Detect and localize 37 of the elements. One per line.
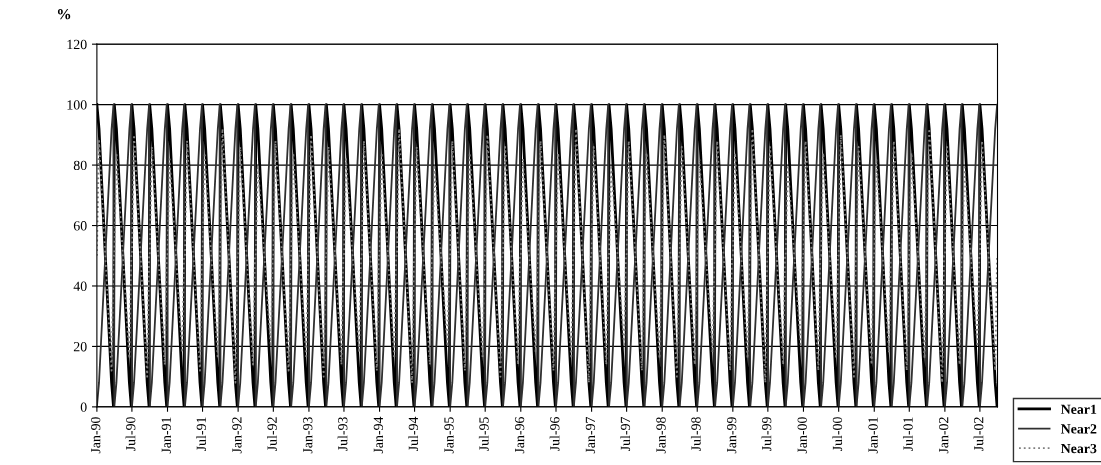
x-tick-label: Jan-99 [726,417,737,454]
x-tick-label: Jan-96 [514,417,525,454]
x-tick-label: Jan-92 [232,417,242,454]
x-tick-label: Jul-94 [408,416,419,452]
y-tick-label: 20 [73,342,87,352]
x-tick-label: Jan-93 [303,417,313,454]
x-tick-label: Jul-98 [690,417,701,452]
y-tick-label: 120 [67,39,87,50]
x-tick-label: Jan-01 [868,417,878,454]
x-tick-label: Jan-95 [444,417,454,454]
y-tick-label: 0 [80,402,87,412]
x-tick-label: Jan-00 [797,417,807,454]
x-tick-label: Jul-01 [902,417,913,452]
y-tick-label: 80 [73,160,87,171]
y-axis-title: % [57,9,71,20]
x-tick-label: Jul-00 [832,417,843,452]
x-tick-label: Jul-96 [549,417,560,452]
x-tick-label: Jul-97 [620,417,631,452]
x-tick-label: Jul-91 [196,417,206,452]
legend-label: Near1 [1060,404,1097,414]
y-tick-label: 40 [73,281,87,291]
x-tick-label: Jul-90 [125,417,136,452]
x-tick-label: Jan-98 [656,417,666,454]
x-tick-label: Jan-94 [373,416,384,454]
y-tick-label: 100 [67,100,87,110]
x-tick-label: Jan-90 [90,417,101,454]
x-tick-label: Jul-99 [761,417,772,452]
legend-label: Near3 [1060,443,1097,454]
x-tick-label: Jan-97 [585,417,596,454]
x-tick-label: Jan-91 [161,417,171,454]
y-tick-label: 60 [73,221,87,231]
x-tick-label: Jan-02 [938,417,949,454]
legend-label: Near2 [1060,424,1097,434]
x-tick-label: Jul-95 [478,417,489,452]
x-tick-label: Jul-93 [337,417,348,452]
x-tick-label: Jul-92 [267,417,277,452]
x-tick-label: Jul-02 [973,417,984,452]
